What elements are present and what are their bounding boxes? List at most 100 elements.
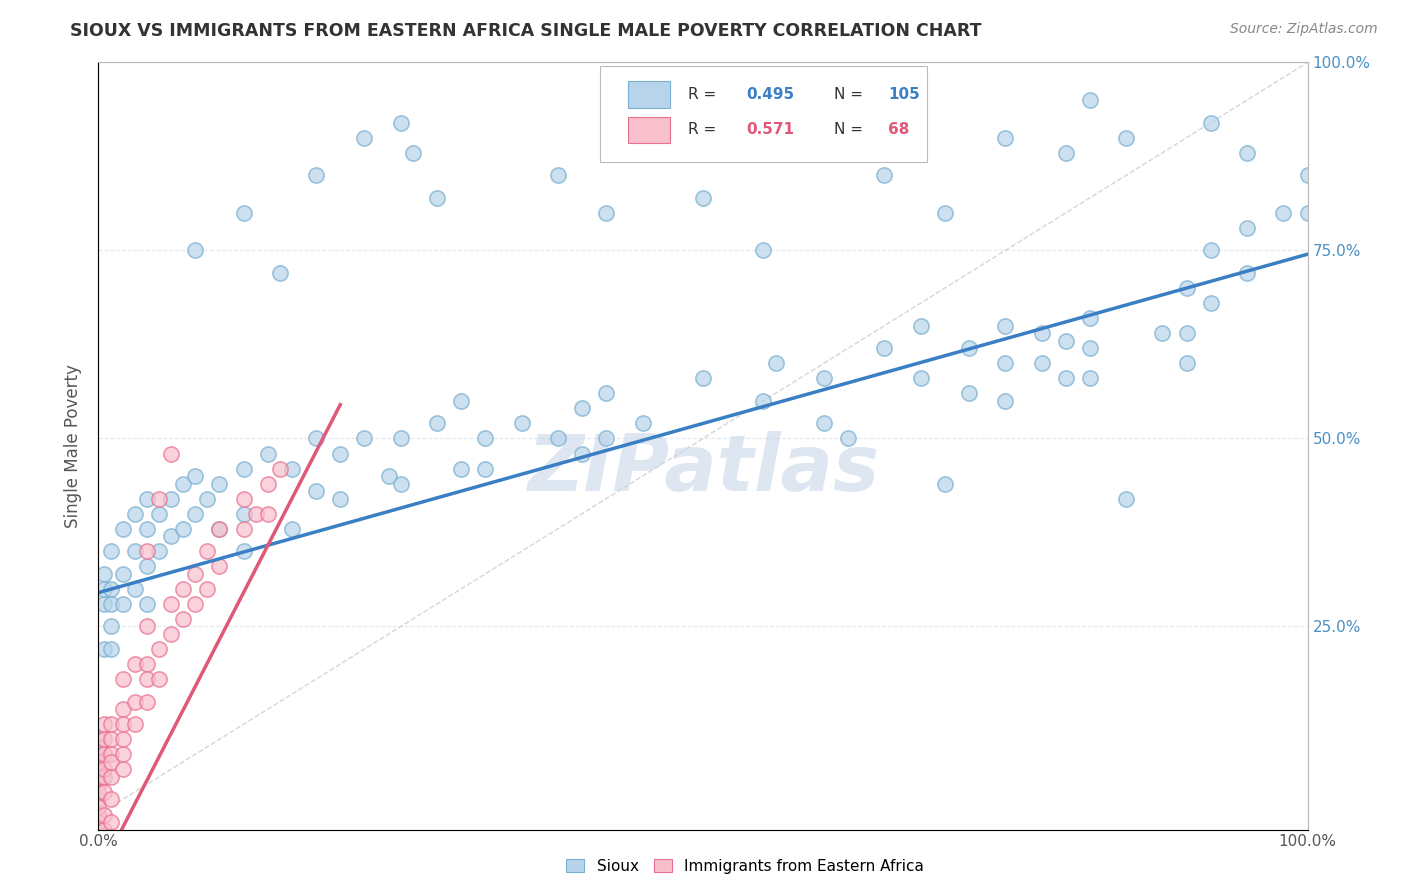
- Point: [329, 446, 352, 460]
- Point: [1175, 281, 1198, 295]
- Point: [111, 522, 134, 536]
- Point: [1078, 93, 1101, 107]
- Point: [232, 461, 254, 475]
- Point: [1236, 145, 1258, 160]
- Point: [450, 461, 472, 475]
- Point: [100, 717, 122, 731]
- Point: [208, 476, 231, 491]
- Point: [353, 130, 375, 145]
- Point: [305, 168, 328, 182]
- Point: [148, 544, 170, 558]
- Point: [232, 491, 254, 506]
- Point: [305, 484, 328, 499]
- FancyBboxPatch shape: [628, 117, 671, 144]
- Point: [547, 432, 569, 446]
- Point: [1199, 296, 1222, 310]
- Text: 105: 105: [889, 87, 920, 103]
- Point: [232, 206, 254, 220]
- Point: [813, 371, 835, 385]
- Point: [172, 612, 194, 626]
- Point: [135, 491, 157, 506]
- Point: [93, 582, 115, 596]
- Point: [910, 371, 932, 385]
- Point: [1078, 371, 1101, 385]
- Point: [87, 732, 110, 747]
- Point: [100, 792, 122, 806]
- Point: [148, 491, 170, 506]
- Point: [208, 559, 231, 574]
- Point: [93, 785, 115, 799]
- Point: [571, 446, 593, 460]
- Point: [87, 792, 110, 806]
- Point: [389, 476, 412, 491]
- Point: [184, 597, 207, 611]
- Point: [1236, 266, 1258, 280]
- Point: [195, 491, 218, 506]
- Point: [245, 507, 267, 521]
- Point: [184, 566, 207, 581]
- Point: [752, 393, 775, 408]
- Point: [160, 627, 183, 641]
- Point: [402, 145, 425, 160]
- Point: [100, 619, 122, 633]
- Point: [135, 619, 157, 633]
- Point: [329, 491, 352, 506]
- Point: [100, 582, 122, 596]
- Point: [172, 522, 194, 536]
- Point: [135, 559, 157, 574]
- Point: [93, 747, 115, 762]
- Point: [426, 191, 449, 205]
- Text: N =: N =: [834, 87, 868, 103]
- Point: [1236, 220, 1258, 235]
- Point: [87, 830, 110, 844]
- Point: [692, 371, 714, 385]
- Point: [124, 695, 146, 709]
- Point: [1199, 115, 1222, 129]
- Point: [111, 732, 134, 747]
- Point: [256, 446, 278, 460]
- Point: [957, 386, 980, 401]
- Point: [256, 507, 278, 521]
- Point: [957, 341, 980, 355]
- Point: [474, 432, 496, 446]
- Point: [595, 432, 617, 446]
- Point: [1031, 326, 1053, 341]
- Point: [813, 417, 835, 431]
- Point: [1115, 130, 1137, 145]
- Point: [232, 507, 254, 521]
- Point: [87, 868, 110, 882]
- Point: [135, 544, 157, 558]
- Point: [281, 461, 304, 475]
- Point: [87, 822, 110, 837]
- Point: [87, 755, 110, 769]
- Legend: Sioux, Immigrants from Eastern Africa: Sioux, Immigrants from Eastern Africa: [560, 853, 931, 880]
- Point: [111, 763, 134, 777]
- FancyBboxPatch shape: [600, 66, 927, 162]
- Point: [124, 717, 146, 731]
- Point: [87, 860, 110, 874]
- Point: [595, 206, 617, 220]
- Point: [124, 544, 146, 558]
- Point: [111, 672, 134, 686]
- FancyBboxPatch shape: [628, 81, 671, 108]
- Point: [232, 544, 254, 558]
- Point: [87, 800, 110, 814]
- Point: [208, 522, 231, 536]
- Point: [1115, 491, 1137, 506]
- Point: [571, 401, 593, 416]
- Point: [195, 582, 218, 596]
- Point: [124, 657, 146, 672]
- Point: [93, 838, 115, 852]
- Point: [994, 318, 1017, 333]
- Point: [93, 597, 115, 611]
- Point: [100, 544, 122, 558]
- Text: Source: ZipAtlas.com: Source: ZipAtlas.com: [1230, 22, 1378, 37]
- Point: [269, 266, 291, 280]
- Point: [353, 432, 375, 446]
- Point: [87, 747, 110, 762]
- Point: [160, 446, 183, 460]
- Point: [256, 476, 278, 491]
- Point: [474, 461, 496, 475]
- Point: [837, 432, 859, 446]
- Point: [195, 544, 218, 558]
